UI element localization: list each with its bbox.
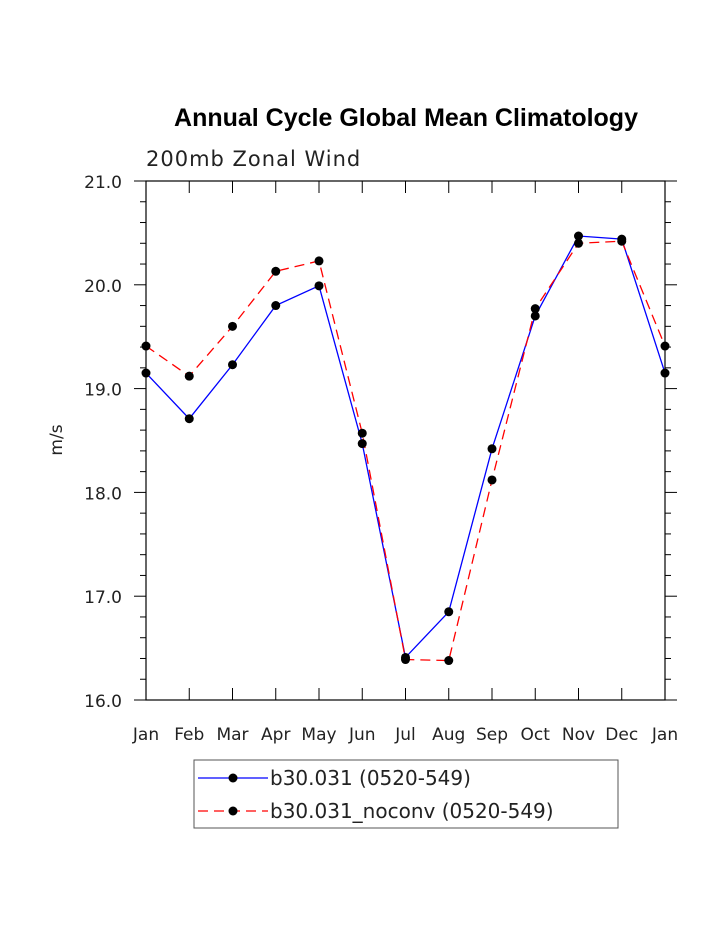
x-tick-label: Dec: [605, 725, 638, 745]
x-tick-label: Mar: [216, 725, 248, 745]
data-point-s1: [444, 656, 454, 666]
data-point-s1: [184, 371, 194, 381]
data-point-s0: [660, 368, 670, 378]
x-tick-label: Oct: [521, 725, 551, 745]
legend-label-1: b30.031_noconv (0520-549): [270, 799, 554, 823]
data-point-s1: [141, 341, 151, 351]
data-point-s1: [617, 236, 627, 246]
data-point-s1: [314, 256, 324, 266]
data-point-s1: [401, 655, 410, 665]
series-layer: [141, 231, 670, 666]
y-tick-label: 18.0: [84, 484, 122, 504]
series-line-1: [145, 240, 666, 662]
y-axis-label: m/s: [47, 424, 67, 455]
data-point-s0: [530, 311, 540, 321]
data-point-s0: [314, 281, 324, 291]
axis-ticks: [134, 180, 677, 701]
x-tick-label: Jan: [651, 725, 678, 745]
x-tick-label: Nov: [562, 725, 595, 745]
data-point-s0: [184, 414, 194, 424]
y-tick-label: 17.0: [84, 588, 122, 608]
legend-label-0: b30.031 (0520-549): [270, 766, 471, 790]
x-tick-label: Jul: [394, 725, 416, 745]
data-point-s0: [141, 368, 151, 378]
data-point-s1: [357, 428, 367, 438]
data-point-s0: [487, 444, 497, 454]
data-point-s0: [444, 607, 454, 617]
y-tick-label: 20.0: [84, 277, 122, 297]
x-tick-label: Aug: [432, 725, 465, 745]
chart-title: Annual Cycle Global Mean Climatology: [174, 104, 638, 132]
legend: b30.031 (0520-549) b30.031_noconv (0520-5…: [193, 759, 619, 829]
y-tick-labels: 16.0 17.0 18.0 19.0 20.0 21.0: [84, 173, 122, 712]
y-tick-label: 19.0: [84, 381, 122, 401]
data-point-s1: [530, 304, 540, 314]
series-line-0: [145, 235, 666, 659]
data-point-s0: [574, 231, 583, 241]
data-point-s1: [228, 321, 237, 331]
x-tick-label: Apr: [261, 725, 290, 745]
legend-marker-0: [228, 773, 238, 783]
data-point-s0: [271, 301, 281, 311]
legend-marker-1: [228, 806, 238, 816]
data-point-s1: [271, 266, 281, 276]
data-point-s0: [357, 439, 367, 449]
x-tick-label: Feb: [174, 725, 204, 745]
data-point-s0: [228, 360, 237, 370]
y-tick-label: 16.0: [84, 692, 122, 712]
x-tick-label: Jan: [132, 725, 159, 745]
chart-subtitle: 200mb Zonal Wind: [146, 147, 361, 171]
y-tick-label: 21.0: [84, 173, 122, 193]
x-tick-label: Sep: [476, 725, 508, 745]
x-tick-labels: Jan Feb Mar Apr May Jun Jul Aug Sep Oct Nov Dec Jan: [132, 725, 678, 745]
data-point-s1: [660, 341, 670, 351]
data-point-s1: [487, 475, 497, 485]
legend-box: [193, 759, 619, 829]
x-tick-label: Jun: [348, 725, 376, 745]
x-tick-label: May: [301, 725, 336, 745]
plot-frame: [145, 180, 666, 701]
data-point-s1: [574, 238, 583, 248]
